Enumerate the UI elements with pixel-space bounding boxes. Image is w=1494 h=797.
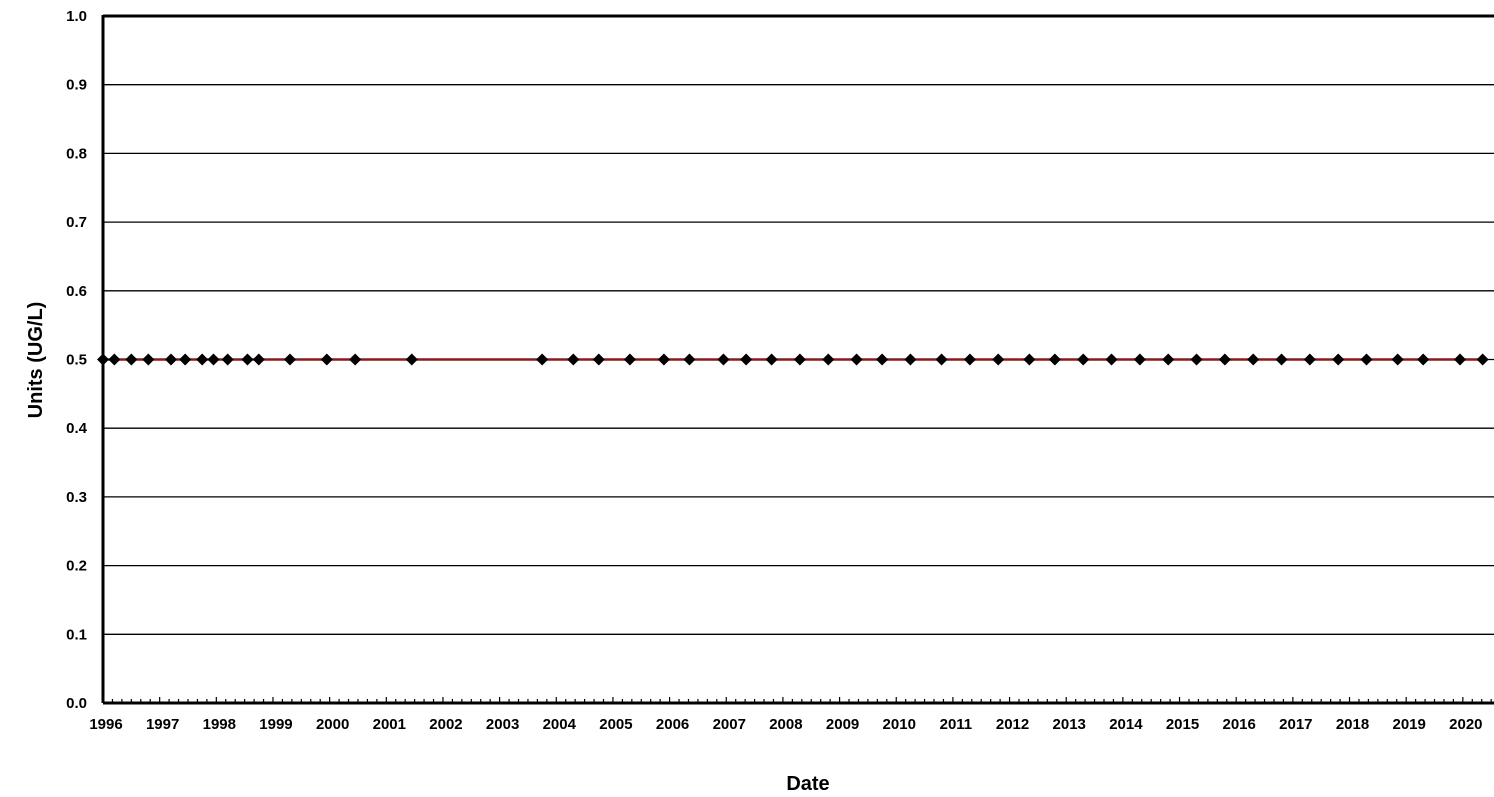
data-point xyxy=(765,353,778,366)
data-point xyxy=(567,353,580,366)
x-tick-label: 2009 xyxy=(826,716,859,733)
x-tick-label: 2019 xyxy=(1392,716,1425,733)
y-tick-labels: 0.0 0.1 0.2 0.3 0.4 0.5 0.6 0.7 0.8 0.9 1.0 xyxy=(66,8,88,712)
data-point xyxy=(349,353,362,366)
y-tick-label: 0.2 xyxy=(66,558,87,575)
data-point xyxy=(822,353,835,366)
y-tick-label: 1.0 xyxy=(66,8,87,25)
data-point xyxy=(793,353,806,366)
data-point xyxy=(935,353,948,366)
y-tick-label: 0.8 xyxy=(66,145,87,162)
x-axis-title: Date xyxy=(786,773,829,795)
data-point xyxy=(657,353,670,366)
y-tick-label: 0.1 xyxy=(66,626,87,643)
data-point xyxy=(992,353,1005,366)
data-point xyxy=(850,353,863,366)
x-tick-label: 2017 xyxy=(1279,716,1312,733)
x-tick-label: 2002 xyxy=(429,716,462,733)
data-point xyxy=(252,353,265,366)
data-point xyxy=(876,353,889,366)
data-point xyxy=(592,353,605,366)
data-point xyxy=(1454,353,1467,366)
x-tick-label: 1997 xyxy=(146,716,179,733)
x-tick-label: 2004 xyxy=(543,716,577,733)
data-point xyxy=(108,353,121,366)
data-point xyxy=(207,353,220,366)
data-point xyxy=(320,353,333,366)
data-point xyxy=(1048,353,1061,366)
data-point xyxy=(1105,353,1118,366)
x-tick-label: 2020 xyxy=(1449,716,1482,733)
data-point xyxy=(1417,353,1430,366)
y-tick-label: 0.7 xyxy=(66,214,87,231)
data-point xyxy=(1190,353,1203,366)
data-point xyxy=(683,353,696,366)
data-point xyxy=(1332,353,1345,366)
data-point xyxy=(1360,353,1373,366)
x-tick-label: 2011 xyxy=(940,716,973,733)
data-point xyxy=(221,353,234,366)
data-point xyxy=(1275,353,1288,366)
x-tick-label: 2012 xyxy=(996,716,1029,733)
y-axis-title: Units (UG/L) xyxy=(25,302,47,419)
x-tick-label: 1999 xyxy=(259,716,292,733)
x-tick-label: 2006 xyxy=(656,716,689,733)
x-tick-label: 2018 xyxy=(1336,716,1369,733)
x-tick-label: 2000 xyxy=(316,716,349,733)
data-point xyxy=(1133,353,1146,366)
data-point xyxy=(1023,353,1036,366)
y-tick-label: 0.6 xyxy=(66,283,87,300)
data-point xyxy=(963,353,976,366)
data-point xyxy=(179,353,192,366)
y-tick-label: 0.0 xyxy=(66,695,87,712)
x-tick-label: 2008 xyxy=(769,716,802,733)
axis-frame xyxy=(101,15,1494,705)
y-tick-label: 0.3 xyxy=(66,489,87,506)
y-tick-label: 0.5 xyxy=(66,352,87,369)
data-point xyxy=(1476,353,1489,366)
x-tick-label: 2005 xyxy=(599,716,632,733)
x-tick-label: 2001 xyxy=(373,716,406,733)
data-point xyxy=(1303,353,1316,366)
series xyxy=(97,353,1489,366)
x-tick-label: 1996 xyxy=(89,716,122,733)
gridlines xyxy=(103,14,1494,635)
data-point xyxy=(241,353,254,366)
data-point xyxy=(536,353,549,366)
x-tick-label: 2007 xyxy=(713,716,746,733)
x-tick-label: 2016 xyxy=(1223,716,1256,733)
data-point xyxy=(1218,353,1231,366)
data-point xyxy=(142,353,155,366)
data-point xyxy=(1077,353,1090,366)
data-point xyxy=(125,353,138,366)
data-point xyxy=(164,353,177,366)
data-point xyxy=(1162,353,1175,366)
data-point xyxy=(740,353,753,366)
x-tick-label: 2003 xyxy=(486,716,519,733)
x-tick-label: 2015 xyxy=(1166,716,1199,733)
data-point xyxy=(904,353,917,366)
y-tick-label: 0.9 xyxy=(66,77,87,94)
x-tick-label: 2010 xyxy=(883,716,916,733)
data-point xyxy=(196,353,209,366)
data-point xyxy=(1391,353,1404,366)
data-point xyxy=(1247,353,1260,366)
x-tick-label: 2013 xyxy=(1053,716,1086,733)
data-point xyxy=(717,353,730,366)
x-tick-label: 2014 xyxy=(1109,716,1143,733)
x-tick-label: 1998 xyxy=(203,716,236,733)
data-point xyxy=(283,353,296,366)
y-tick-label: 0.4 xyxy=(66,420,88,437)
x-tick-labels: 1996 1997 1998 1999 2000 2001 2002 2003 2004 2005… xyxy=(89,716,1482,733)
data-point xyxy=(405,353,418,366)
data-point xyxy=(623,353,636,366)
